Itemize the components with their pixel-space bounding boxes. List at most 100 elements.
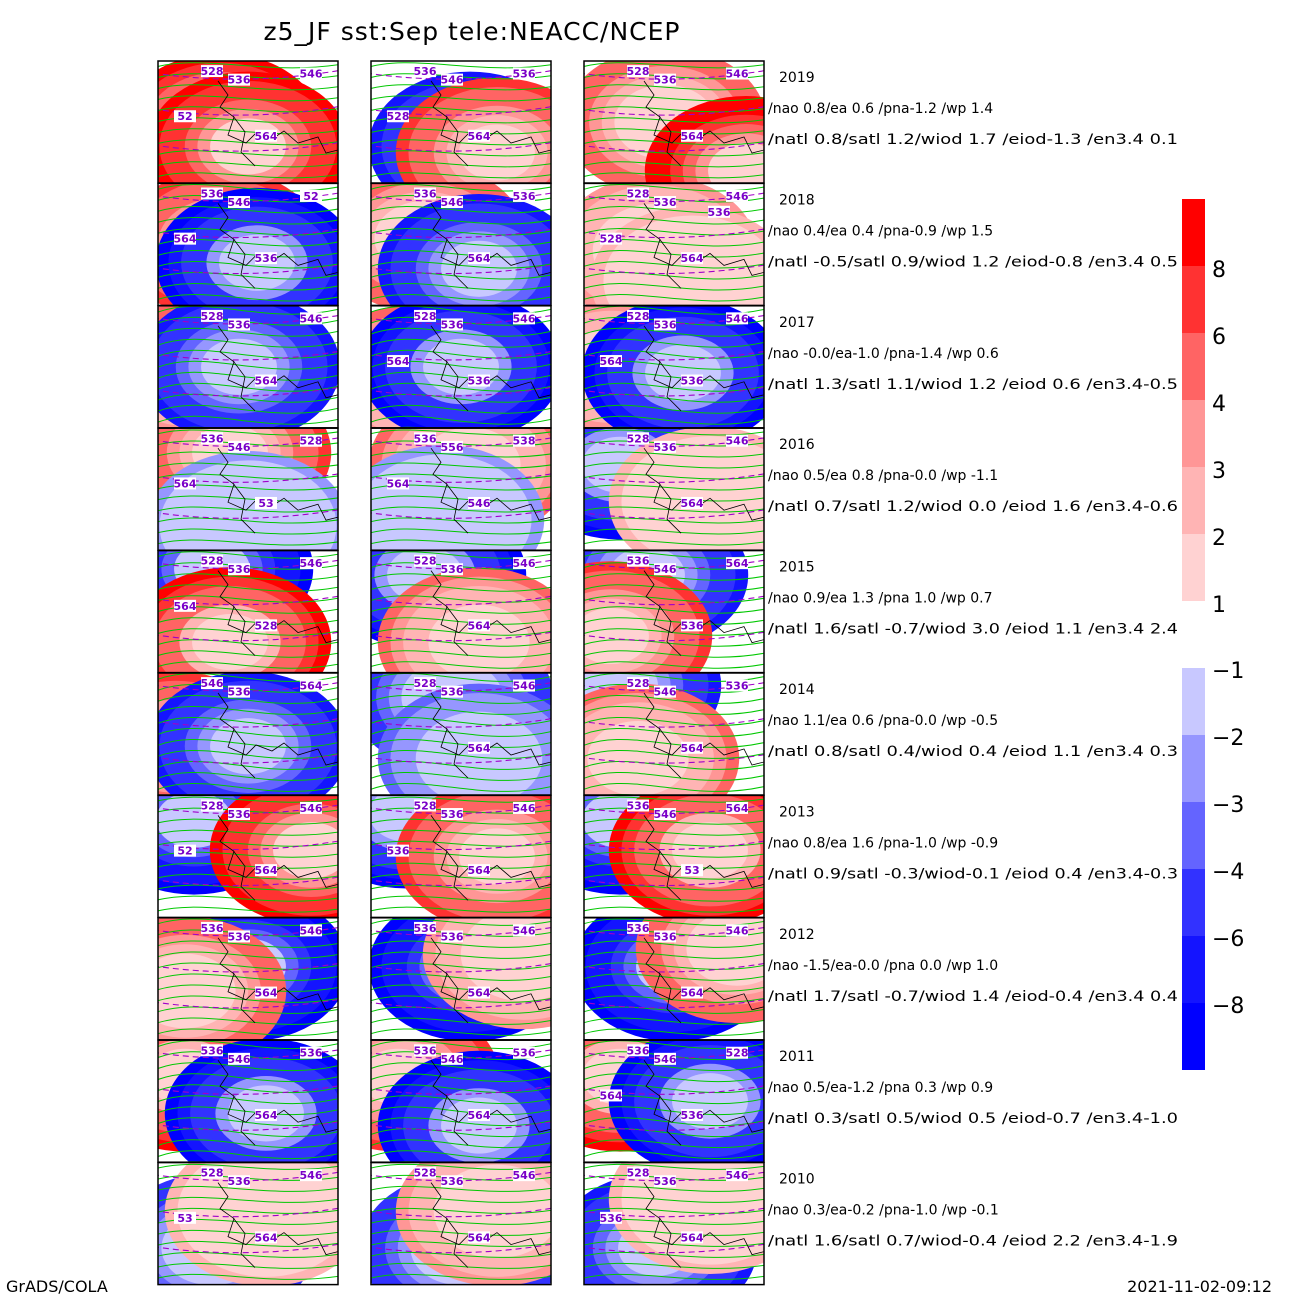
contour-label-bg xyxy=(627,187,649,200)
height-contour xyxy=(158,415,338,425)
contour-label: 536 xyxy=(414,432,437,445)
map-panel: 536 536 546 564 xyxy=(371,917,551,1040)
height-contour xyxy=(158,404,338,414)
contour-label-bg xyxy=(414,677,436,690)
height-contour xyxy=(371,918,551,926)
contour-label-bg xyxy=(468,741,490,754)
height-contour xyxy=(158,862,338,869)
height-contour xyxy=(371,371,551,381)
colorbar-swatch-positive xyxy=(1182,333,1205,400)
contour-label-bg xyxy=(228,318,250,331)
contour-label: 564 xyxy=(255,130,278,143)
footer-left: GrADS/COLA xyxy=(6,1277,108,1296)
climatology-contour xyxy=(371,70,551,80)
map-panel: 528 546 536 564 xyxy=(584,673,764,795)
contour-label-bg xyxy=(441,196,463,209)
height-contour xyxy=(584,217,764,225)
index-line-2: /natl 0.3/satl 0.5/wiod 0.5 /eiod-0.7 /e… xyxy=(768,1111,1178,1127)
height-contour xyxy=(584,294,764,302)
index-line-1: /nao 0.4/ea 0.4 /pna-0.9 /wp 1.5 xyxy=(768,223,993,239)
height-contour xyxy=(371,393,551,403)
contour-label: 564 xyxy=(174,233,197,246)
height-contour xyxy=(158,695,338,704)
contour-label: 536 xyxy=(627,1044,650,1057)
height-contour xyxy=(158,1028,338,1036)
climatology-contour xyxy=(158,142,338,152)
height-contour xyxy=(158,984,338,992)
height-contour xyxy=(158,539,338,546)
climatology-contour xyxy=(371,1085,551,1095)
height-contour xyxy=(371,673,551,682)
height-contour xyxy=(158,1196,338,1203)
height-contour xyxy=(371,551,551,559)
contour-label-bg xyxy=(300,434,322,447)
index-line-2: /natl 1.7/satl -0.7/wiod 1.4 /eiod-0.4 /… xyxy=(768,989,1178,1005)
height-contour xyxy=(371,796,551,803)
contour-label: 536 xyxy=(654,1175,677,1188)
height-contour xyxy=(584,1095,764,1105)
map-panel: 528 536 546 564 xyxy=(584,61,764,183)
contour-label: 546 xyxy=(726,1169,749,1182)
height-contour xyxy=(158,1185,338,1192)
index-line-1: /nao 0.5/ea-1.2 /pna 0.3 /wp 0.9 xyxy=(768,1080,993,1096)
height-contour xyxy=(158,1218,338,1225)
contour-label: 546 xyxy=(513,802,536,815)
map-panel: 536 546 564 53 xyxy=(584,795,764,918)
contour-label: 536 xyxy=(513,68,536,81)
height-contour xyxy=(371,1040,551,1050)
height-contour xyxy=(584,584,764,592)
contour-label-bg xyxy=(513,679,535,692)
contour-label: 52 xyxy=(177,845,192,858)
contour-label-bg xyxy=(414,799,436,812)
contour-label-bg xyxy=(513,434,535,447)
height-contour xyxy=(158,1207,338,1214)
anomaly-shade xyxy=(628,234,756,306)
contour-label-bg xyxy=(414,432,436,445)
height-contour xyxy=(158,1139,338,1149)
contour-label-bg xyxy=(174,599,196,612)
climatology-contour xyxy=(584,595,764,606)
contour-label-bg xyxy=(414,1166,436,1179)
climatology-contour xyxy=(371,682,551,692)
contour-label: 546 xyxy=(513,557,536,570)
contour-label: 536 xyxy=(654,318,677,331)
contour-label-bg xyxy=(201,65,223,78)
contour-label-bg xyxy=(255,1108,277,1121)
height-contour xyxy=(158,172,338,179)
year-label: 2014 xyxy=(779,682,815,698)
climatology-contour xyxy=(584,386,764,397)
anomaly-shade xyxy=(646,1162,764,1246)
contour-label-bg xyxy=(627,1166,649,1179)
contour-label: 528 xyxy=(387,110,410,123)
map-panel: 528 536 546 564 528 536 xyxy=(584,183,764,306)
height-contour xyxy=(158,451,338,458)
coastline xyxy=(232,850,256,901)
contour-label: 528 xyxy=(414,1167,437,1180)
contour-label: 564 xyxy=(468,252,491,265)
contour-label-bg xyxy=(174,1211,196,1224)
height-contour xyxy=(584,106,764,113)
height-contour xyxy=(371,451,551,458)
climatology-contour xyxy=(584,876,764,887)
contour-label: 536 xyxy=(654,196,677,209)
height-contour xyxy=(584,1251,764,1258)
climatology-contour xyxy=(584,314,764,325)
colorbar-tick-label: −8 xyxy=(1212,994,1244,1019)
height-contour xyxy=(584,338,764,348)
coastline xyxy=(232,972,256,1024)
contour-label-bg xyxy=(441,1052,463,1065)
height-contour xyxy=(158,1040,338,1050)
coastline xyxy=(445,360,469,412)
contour-label-bg xyxy=(387,844,409,857)
height-contour xyxy=(158,261,338,269)
contour-label-bg xyxy=(441,73,463,86)
height-contour xyxy=(371,228,551,236)
contour-label-bg xyxy=(441,318,463,331)
height-contour xyxy=(158,973,338,981)
height-contour xyxy=(158,349,338,359)
contour-label-bg xyxy=(201,432,223,445)
height-contour xyxy=(584,673,764,682)
index-line-1: /nao 0.8/ea 0.6 /pna-1.2 /wp 1.4 xyxy=(768,101,993,117)
height-contour xyxy=(584,1028,764,1036)
height-contour xyxy=(158,150,338,157)
